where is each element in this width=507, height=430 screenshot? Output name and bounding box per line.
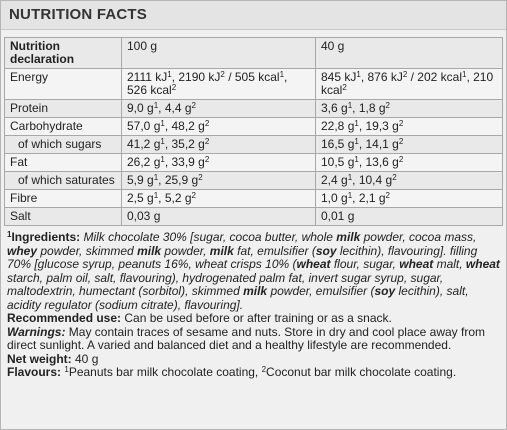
panel-title: NUTRITION FACTS bbox=[1, 1, 506, 30]
value-40g: 16,5 g1, 14,1 g2 bbox=[315, 135, 503, 154]
value-100g: 9,0 g1, 4,4 g2 bbox=[121, 99, 316, 118]
table-header-row: Nutrition declaration 100 g 40 g bbox=[4, 37, 503, 69]
value-100g: 41,2 g1, 35,2 g2 bbox=[121, 135, 316, 154]
ingredients-text: 1Ingredients: Milk chocolate 30% [sugar,… bbox=[7, 230, 500, 312]
table-row-fat: Fat 26,2 g1, 33,9 g2 10,5 g1, 13,6 g2 bbox=[4, 153, 503, 172]
table-row-energy: Energy 2111 kJ1, 2190 kJ2 / 505 kcal1, 5… bbox=[4, 68, 503, 100]
value-100g: 2,5 g1, 5,2 g2 bbox=[121, 189, 316, 208]
row-label: Fibre bbox=[4, 189, 122, 208]
value-40g: 0,01 g bbox=[315, 207, 503, 226]
value-40g: 10,5 g1, 13,6 g2 bbox=[315, 153, 503, 172]
row-label: Carbohydrate bbox=[4, 117, 122, 136]
value-100g: 2111 kJ1, 2190 kJ2 / 505 kcal1, 526 kcal… bbox=[121, 68, 316, 100]
value-40g: 845 kJ1, 876 kJ2 / 202 kcal1, 210 kcal2 bbox=[315, 68, 503, 100]
recommended-use: Recommended use: Can be used before or a… bbox=[7, 311, 392, 325]
value-100g: 57,0 g1, 48,2 g2 bbox=[121, 117, 316, 136]
row-label: Protein bbox=[4, 99, 122, 118]
row-label: Energy bbox=[4, 68, 122, 100]
flavours-text: Flavours: 1Peanuts bar milk chocolate co… bbox=[7, 365, 457, 379]
table-row-protein: Protein 9,0 g1, 4,4 g2 3,6 g1, 1,8 g2 bbox=[4, 99, 503, 118]
header-per-40g: 40 g bbox=[315, 37, 503, 69]
value-40g: 3,6 g1, 1,8 g2 bbox=[315, 99, 503, 118]
table-row-fibre: Fibre 2,5 g1, 5,2 g2 1,0 g1, 2,1 g2 bbox=[4, 189, 503, 208]
header-label: Nutrition declaration bbox=[4, 37, 122, 69]
value-40g: 1,0 g1, 2,1 g2 bbox=[315, 189, 503, 208]
table-row-sugars: of which sugars 41,2 g1, 35,2 g2 16,5 g1… bbox=[4, 135, 503, 154]
row-label: Salt bbox=[4, 207, 122, 226]
net-weight: Net weight: 40 g bbox=[7, 351, 99, 366]
value-100g: 0,03 g bbox=[121, 207, 316, 226]
warnings-text: Warnings: May contain traces of sesame a… bbox=[7, 324, 485, 352]
value-100g: 5,9 g1, 25,9 g2 bbox=[121, 171, 316, 190]
table-row-carbohydrate: Carbohydrate 57,0 g1, 48,2 g2 22,8 g1, 1… bbox=[4, 117, 503, 136]
table-row-salt: Salt 0,03 g 0,01 g bbox=[4, 207, 503, 226]
table-row-saturates: of which saturates 5,9 g1, 25,9 g2 2,4 g… bbox=[4, 171, 503, 190]
nutrition-table: Nutrition declaration 100 g 40 g Energy … bbox=[4, 37, 503, 226]
row-label: of which saturates bbox=[4, 171, 122, 190]
row-label: of which sugars bbox=[4, 135, 122, 154]
product-notes: 1Ingredients: Milk chocolate 30% [sugar,… bbox=[7, 230, 500, 380]
value-40g: 22,8 g1, 19,3 g2 bbox=[315, 117, 503, 136]
value-100g: 26,2 g1, 33,9 g2 bbox=[121, 153, 316, 172]
header-per-100g: 100 g bbox=[121, 37, 316, 69]
row-label: Fat bbox=[4, 153, 122, 172]
value-40g: 2,4 g1, 10,4 g2 bbox=[315, 171, 503, 190]
